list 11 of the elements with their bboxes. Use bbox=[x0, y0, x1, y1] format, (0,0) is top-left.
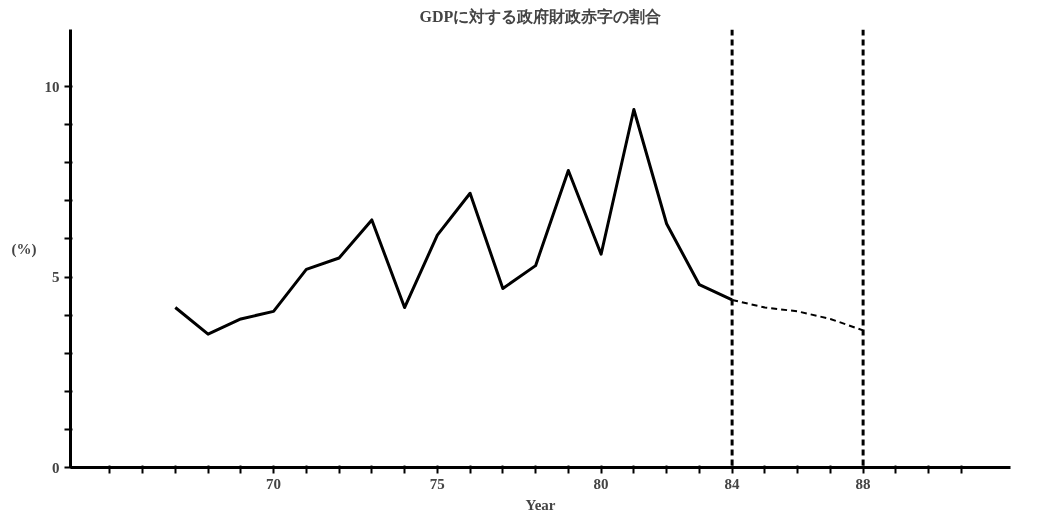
y-tick-label: 10 bbox=[44, 78, 60, 95]
y-tick-label: 0 bbox=[52, 459, 60, 476]
chart-title: GDPに対する政府財政赤字の割合 bbox=[419, 6, 662, 26]
x-tick-label: 80 bbox=[593, 475, 609, 492]
x-tick-label: 84 bbox=[724, 475, 741, 492]
x-tick-label: 70 bbox=[266, 475, 282, 492]
x-tick-label: 75 bbox=[429, 475, 445, 492]
x-axis-title: Year bbox=[525, 496, 556, 513]
y-axis-title: (%) bbox=[11, 240, 37, 258]
y-tick-label: 5 bbox=[52, 269, 60, 286]
x-tick-label: 88 bbox=[855, 475, 871, 492]
